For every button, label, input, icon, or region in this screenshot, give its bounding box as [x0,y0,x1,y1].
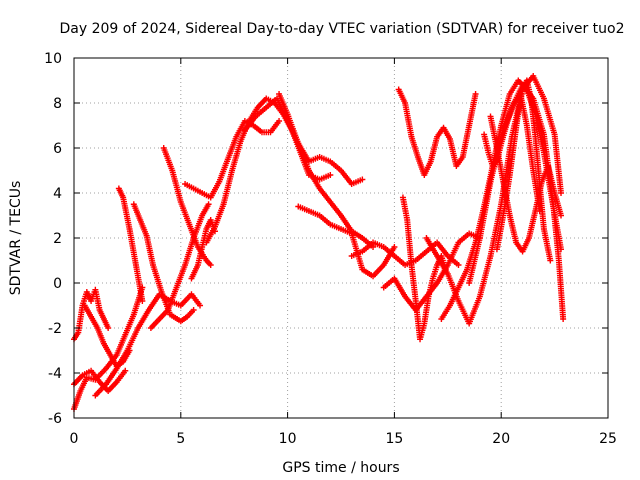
series-arc-25 [493,77,554,264]
x-tick-label: 15 [385,431,403,447]
y-tick-label: -6 [48,411,62,427]
data-points [71,73,567,412]
data-point-plus [455,262,462,268]
y-tick-label: -2 [48,321,62,337]
data-point-plus [205,201,212,208]
data-point-plus [122,367,129,374]
y-tick-label: 2 [53,231,62,247]
y-tick-label: 0 [53,276,62,292]
data-point-plus [197,302,204,309]
data-point-plus [190,307,197,313]
series-arc-18 [399,194,449,343]
series-arc-8 [147,201,212,331]
axis-ticks: 0 5 10 15 20 25 -6 -4 -2 0 2 4 6 8 10 [44,51,617,447]
series-arc-20 [423,73,565,327]
chart-title: Day 209 of 2024, Sidereal Day-to-day VTE… [59,21,624,37]
series-arc-11 [182,118,283,201]
data-point-plus [359,176,366,183]
x-tick-label: 25 [599,431,617,447]
x-tick-label: 10 [279,431,297,447]
series-arc-5 [92,291,204,399]
y-tick-label: 8 [53,96,62,112]
series-arc-1 [71,286,112,343]
data-point-plus [560,316,567,322]
series-arc-6 [115,185,146,304]
data-point-plus [327,172,334,178]
data-point-plus [472,91,479,97]
y-tick-label: -4 [48,366,62,382]
x-tick-label: 0 [70,431,79,447]
series-arc-24 [481,91,543,214]
series-arc-7 [130,201,197,325]
data-point-plus [139,298,146,304]
series-arc-13 [241,95,366,187]
data-point-plus [547,257,554,264]
data-point-plus [207,262,214,268]
y-tick-label: 4 [53,186,62,202]
series-arc-15 [295,203,398,280]
y-tick-label: 6 [53,141,62,157]
y-axis-title: SDTVAR / TECUs [8,181,24,296]
data-point-plus [558,212,565,219]
y-tick-label: 10 [44,51,62,67]
x-tick-label: 5 [176,431,185,447]
x-tick-label: 20 [492,431,510,447]
x-axis-title: GPS time / hours [282,460,399,476]
series-arc-10 [188,217,218,282]
data-point-plus [276,118,283,124]
data-point-plus [391,244,398,250]
data-point-plus [105,325,112,331]
series-arc-14 [276,91,377,250]
data-point-plus [558,190,565,196]
series-arc-19 [395,86,479,178]
